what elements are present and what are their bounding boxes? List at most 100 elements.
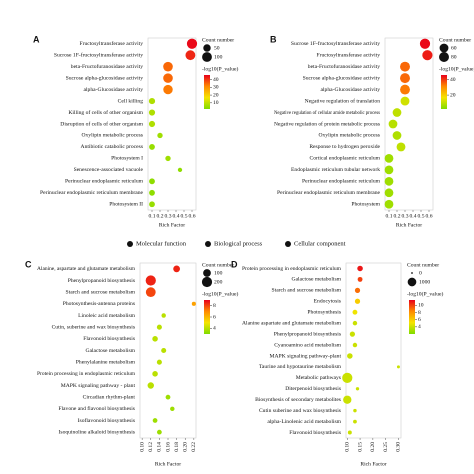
size-legend-label: 0 bbox=[419, 270, 422, 276]
bubble bbox=[156, 324, 162, 330]
size-legend-dot bbox=[439, 43, 449, 53]
category-label: Diterpenoid biosynthesis bbox=[285, 386, 341, 392]
color-legend-title: -log10(P_value) bbox=[202, 290, 238, 297]
category-label: Cyanoamino acid metabolism bbox=[274, 342, 341, 348]
panel: B Sucrose 1F-fructosyltransferase activit… bbox=[270, 34, 474, 228]
x-tick-label: 0.25 bbox=[383, 442, 389, 452]
bubble bbox=[156, 429, 162, 435]
bubble bbox=[161, 313, 166, 318]
size-legend-label: 50 bbox=[214, 45, 220, 51]
category-label: Photosystem II bbox=[109, 202, 143, 208]
size-legend-dot bbox=[407, 277, 417, 287]
category-label: Phenylpropanoid biosynthesis bbox=[68, 278, 135, 284]
category-label: Disruption of cells of other organism bbox=[60, 120, 143, 127]
x-tick-label: 0.3 bbox=[402, 213, 409, 219]
x-axis-label: Rich Factor bbox=[159, 222, 185, 228]
colorbar-label: 20 bbox=[213, 92, 219, 98]
bubble bbox=[186, 38, 198, 49]
x-tick-label: 0.4 bbox=[410, 213, 417, 219]
bubble bbox=[396, 365, 400, 369]
bubble bbox=[400, 96, 410, 106]
category-label: Phenylpropanoid biosynthesis bbox=[274, 331, 341, 337]
bubble bbox=[163, 84, 173, 95]
panel-label: A bbox=[33, 34, 40, 44]
category-label: Biosynthesis of secondary metabolites bbox=[255, 396, 341, 403]
bubble bbox=[170, 406, 175, 412]
x-tick-label: 0.16 bbox=[165, 442, 171, 452]
size-legend-dot bbox=[202, 52, 212, 62]
bubble bbox=[152, 371, 158, 377]
plot-frame bbox=[345, 262, 402, 439]
category-label: Flavonoid biosynthesis bbox=[83, 336, 135, 342]
category-label: Sucrose alpha-glucosidase activity bbox=[66, 75, 144, 81]
colorbar-label: 20 bbox=[450, 92, 456, 98]
colorbar bbox=[409, 300, 415, 334]
category-label: Taurine and hypotaurine metabolism bbox=[259, 364, 342, 370]
category-label: Negative regulation of translation bbox=[305, 97, 381, 104]
category-label: Cutin suberine and wax biosynthesis bbox=[259, 408, 341, 414]
category-label: Response to hydrogen peroxide bbox=[309, 144, 380, 150]
colorbar-label: 40 bbox=[213, 77, 219, 83]
legend-dot bbox=[205, 241, 211, 247]
bubble bbox=[354, 287, 361, 293]
plot-frame bbox=[147, 37, 197, 211]
panel: C Alanine, aspartate and glutamate metabo… bbox=[25, 259, 238, 467]
bubble bbox=[384, 188, 394, 198]
legend-label: Biological process bbox=[214, 240, 263, 247]
bubble bbox=[152, 418, 158, 423]
bubble bbox=[165, 155, 171, 162]
bubble bbox=[384, 199, 394, 209]
legend-label: Cellular component bbox=[294, 240, 346, 247]
size-legend-dot bbox=[203, 269, 211, 277]
bubble bbox=[396, 142, 406, 152]
color-legend-title: -log10(P_value) bbox=[407, 290, 443, 297]
legend-dot bbox=[127, 241, 133, 247]
colorbar-label: 4 bbox=[418, 324, 421, 330]
bubble bbox=[353, 419, 357, 424]
category-label: Starch and sucrose metabolism bbox=[66, 289, 136, 295]
bubble bbox=[357, 276, 363, 282]
panel: A Fructosyltransferase activity Sucrose 1F… bbox=[33, 34, 238, 228]
bubble bbox=[343, 395, 352, 404]
legend-label: Molecular function bbox=[136, 240, 187, 247]
bubble bbox=[145, 275, 156, 286]
category-label: Metabolic pathways bbox=[296, 375, 341, 381]
x-tick-label: 0.18 bbox=[174, 442, 180, 452]
x-tick-label: 0.6 bbox=[189, 213, 196, 219]
bubble bbox=[149, 144, 155, 150]
category-label: Negative regulation of cellular amide me… bbox=[274, 109, 380, 116]
colorbar-label: 6 bbox=[418, 317, 421, 323]
category-label: Fructosyltransferase activity bbox=[79, 40, 143, 47]
bubble bbox=[422, 50, 433, 61]
bubble bbox=[347, 430, 352, 435]
size-legend-dot bbox=[411, 272, 413, 274]
bubble bbox=[342, 372, 353, 383]
bubble bbox=[157, 132, 163, 139]
bubble bbox=[152, 336, 158, 342]
bubble bbox=[357, 265, 363, 272]
x-tick-label: 0.14 bbox=[157, 442, 163, 452]
bubble bbox=[148, 109, 156, 116]
bubble bbox=[149, 178, 155, 185]
x-tick-label: 0.6 bbox=[426, 213, 433, 219]
colorbar-label: 8 bbox=[418, 310, 421, 316]
x-tick-label: 0.22 bbox=[191, 442, 197, 452]
size-legend-label: 200 bbox=[214, 279, 223, 285]
category-label: Endoplasmic reticulum tubular network bbox=[291, 167, 380, 173]
bubble bbox=[400, 73, 410, 84]
category-label: Linoleic acid metabolism bbox=[78, 313, 136, 319]
category-label: Perinuclear endoplasmic reticulum membra… bbox=[40, 190, 143, 196]
bubble bbox=[173, 265, 181, 273]
category-label: Oxylipin metabolic process bbox=[318, 133, 380, 139]
category-label: Perinuclear endoplasmic reticulum bbox=[65, 179, 144, 185]
category-label: Starch and sucrose metabolism bbox=[272, 288, 342, 294]
bubble bbox=[352, 342, 358, 348]
category-label: Negative regulation of protein metabolic… bbox=[274, 120, 380, 127]
colorbar-label: 10 bbox=[418, 303, 424, 309]
size-legend-label: 60 bbox=[451, 45, 457, 51]
colorbar bbox=[204, 75, 210, 109]
category-label: Antibiotic catabolic process bbox=[81, 144, 143, 150]
category-label: Galactose metabolism bbox=[291, 277, 341, 283]
bubble bbox=[149, 201, 155, 208]
